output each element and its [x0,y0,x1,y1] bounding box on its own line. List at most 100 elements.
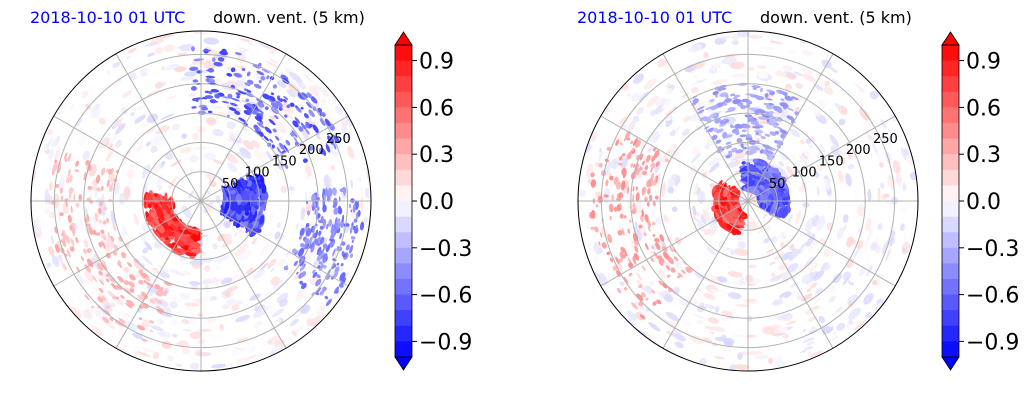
heatmap-speckle [714,305,720,313]
heatmap-feature-cell [270,92,274,96]
colorbar-level [942,76,959,92]
heatmap-speckle [825,335,840,346]
colorbar-level [395,217,412,233]
heatmap-speckle [189,167,194,172]
heatmap-speckle [747,351,763,356]
radial-tick-label: 150 [272,154,297,169]
colorbar-extend-min [395,357,412,370]
colorbar-level [942,232,959,248]
heatmap-speckle [635,272,643,281]
heatmap-feature-cell [126,261,132,268]
heatmap-speckle [690,86,699,95]
colorbar-level [395,248,412,264]
heatmap-speckle [813,83,825,93]
heatmap-speckle [199,33,206,35]
heatmap-speckle [891,159,901,175]
heatmap-speckle [802,329,807,333]
heatmap-speckle [133,345,139,350]
colorbar-level [395,92,412,108]
heatmap-speckle [879,118,887,129]
colorbar-tick-label: −0.9 [419,330,472,355]
heatmap-feature-cell [263,135,270,142]
heatmap-speckle [705,185,710,191]
heatmap-speckle [226,120,237,130]
heatmap-feature-cell [289,131,296,138]
colorbar-level [395,232,412,248]
heatmap-feature-cell [760,87,764,92]
heatmap-speckle [902,182,906,191]
heatmap-speckle [886,173,896,189]
heatmap-feature-cell [616,287,622,294]
heatmap-speckle [180,146,193,155]
heatmap-speckle [669,224,677,233]
heatmap-speckle [219,324,225,331]
heatmap-speckle [125,168,135,180]
colorbar-level [942,326,959,342]
heatmap-speckle [127,47,137,54]
heatmap-feature-cell [253,83,262,90]
colorbar-level [395,263,412,279]
heatmap-speckle [627,93,632,98]
colorbar-level [395,61,412,77]
heatmap-speckle [759,46,775,51]
radial-tick-label: 100 [245,166,270,181]
heatmap-feature-cell [82,248,87,254]
heatmap-speckle [828,285,837,294]
heatmap-feature-cell [619,213,624,219]
heatmap-speckle [743,302,758,304]
heatmap-speckle [330,164,336,171]
radial-tick-label: 200 [846,143,871,158]
heatmap-speckle [169,268,182,276]
heatmap-feature-cell [605,179,609,187]
heatmap-speckle [166,95,177,101]
heatmap-speckle [886,199,892,204]
colorbar-level [942,45,959,61]
heatmap-speckle [192,132,199,141]
heatmap-speckle [696,319,704,324]
colorbar-level [942,279,959,295]
heatmap-feature-cell [644,242,649,250]
heatmap-speckle [655,217,662,225]
heatmap-speckle [656,267,668,279]
colorbar-tick-label: −0.3 [966,237,1019,262]
heatmap-feature-cell [741,161,746,165]
heatmap-speckle [230,347,243,356]
heatmap-feature-cell [645,297,649,301]
heatmap-speckle [189,154,199,163]
colorbar-level [395,341,412,357]
heatmap-speckle [844,173,852,187]
heatmap-speckle [268,212,274,226]
heatmap-speckle [647,321,662,333]
colorbar-level [395,185,412,201]
heatmap-speckle [111,61,121,70]
heatmap-feature-cell [209,99,216,104]
heatmap-speckle [190,362,200,370]
heatmap-speckle [45,208,50,214]
heatmap-speckle [650,208,656,219]
heatmap-speckle [270,267,275,272]
heatmap-feature-cell [100,167,106,176]
heatmap-speckle [832,331,837,335]
heatmap-speckle [702,51,709,59]
heatmap-speckle [231,273,241,281]
heatmap-speckle [693,313,706,321]
heatmap-feature-cell [611,194,614,201]
colorbar-level [942,310,959,326]
heatmap-speckle [157,330,172,339]
heatmap-feature-cell [681,269,687,275]
colorbar-extend-max [942,32,959,45]
heatmap-speckle [80,89,90,99]
heatmap-speckle [733,334,743,337]
heatmap-speckle [181,347,190,355]
heatmap-feature-cell [628,272,633,277]
heatmap-speckle [865,265,873,277]
heatmap-feature-cell [192,79,198,82]
heatmap-feature-cell [641,265,646,271]
heatmap-feature-cell [74,169,79,173]
heatmap-feature-cell [652,234,656,238]
heatmap-feature-cell [609,216,611,220]
heatmap-feature-cell [149,329,153,332]
heatmap-speckle [823,85,835,96]
heatmap-speckle [276,222,281,229]
heatmap-speckle [228,363,233,367]
